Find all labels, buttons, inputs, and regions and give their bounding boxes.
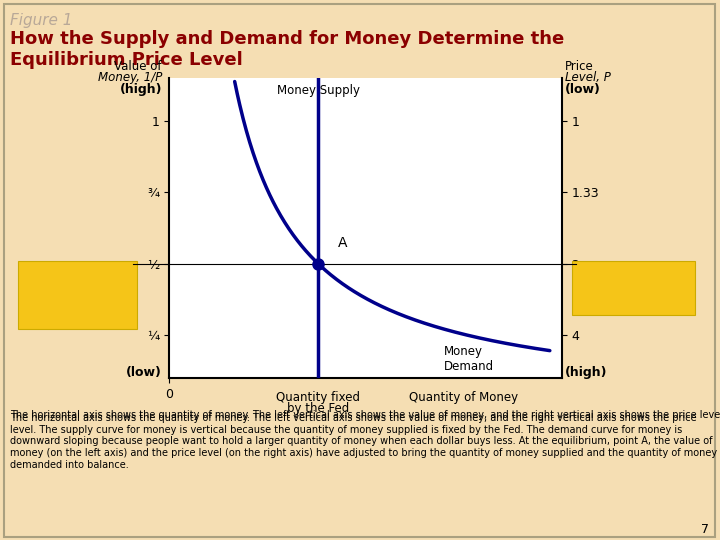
Text: Level, P: Level, P xyxy=(565,71,611,84)
Text: 7: 7 xyxy=(701,523,709,536)
Text: Equilibrium
price level: Equilibrium price level xyxy=(600,274,667,302)
Text: (high): (high) xyxy=(120,83,162,96)
Text: Value of: Value of xyxy=(114,60,162,73)
Text: Equilibrium Price Level: Equilibrium Price Level xyxy=(10,51,243,69)
Text: The horizontal axis shows the quantity of money. The left vertical axis shows th: The horizontal axis shows the quantity o… xyxy=(10,413,717,469)
Text: Money
Demand: Money Demand xyxy=(444,345,494,373)
Text: (low): (low) xyxy=(126,366,162,379)
Text: (low): (low) xyxy=(565,83,601,96)
Text: Price: Price xyxy=(565,60,594,73)
Text: (high): (high) xyxy=(565,366,608,379)
Text: Figure 1: Figure 1 xyxy=(10,14,73,29)
Text: Money, 1/P: Money, 1/P xyxy=(98,71,162,84)
Text: Quantity of Money: Quantity of Money xyxy=(409,392,518,404)
Text: Equilibrium
value of
money: Equilibrium value of money xyxy=(44,273,112,316)
Text: Money Supply: Money Supply xyxy=(276,84,360,97)
Text: by the Fed: by the Fed xyxy=(287,402,349,415)
Text: The horizontal axis shows the quantity of money. The left vertical axis shows th: The horizontal axis shows the quantity o… xyxy=(10,410,720,421)
Text: How the Supply and Demand for Money Determine the: How the Supply and Demand for Money Dete… xyxy=(10,30,564,48)
Text: A: A xyxy=(338,235,348,249)
Text: Quantity fixed: Quantity fixed xyxy=(276,392,360,404)
